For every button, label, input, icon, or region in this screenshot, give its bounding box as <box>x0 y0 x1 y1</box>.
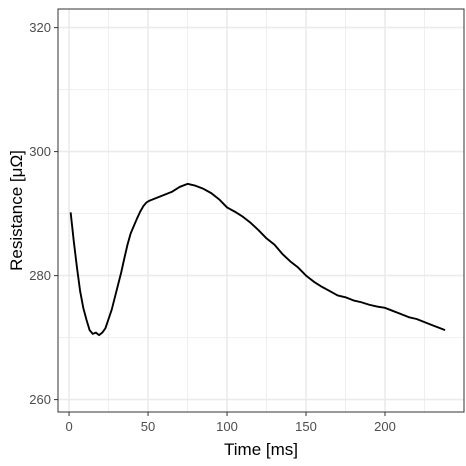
x-tick-label: 100 <box>216 419 238 434</box>
major-gridlines <box>58 9 464 412</box>
y-tick-label: 260 <box>29 392 51 407</box>
series-line <box>69 182 446 337</box>
minor-gridlines <box>58 9 464 412</box>
y-tick-label: 300 <box>29 144 51 159</box>
panel-border <box>57 8 465 413</box>
y-tick-label: 280 <box>29 268 51 283</box>
y-tick-label: 320 <box>29 20 51 35</box>
x-tick-label: 50 <box>141 419 155 434</box>
x-axis-title: Time [ms] <box>224 440 298 459</box>
x-tick-label: 150 <box>295 419 317 434</box>
x-tick-label: 0 <box>65 419 72 434</box>
x-axis-ticks: 0 50 100 150 200 <box>65 412 396 434</box>
y-axis-ticks: 260 280 300 320 <box>29 20 58 407</box>
y-axis-title: Resistance [μΩ] <box>7 150 26 271</box>
x-tick-label: 200 <box>374 419 396 434</box>
series-layer <box>69 182 446 337</box>
